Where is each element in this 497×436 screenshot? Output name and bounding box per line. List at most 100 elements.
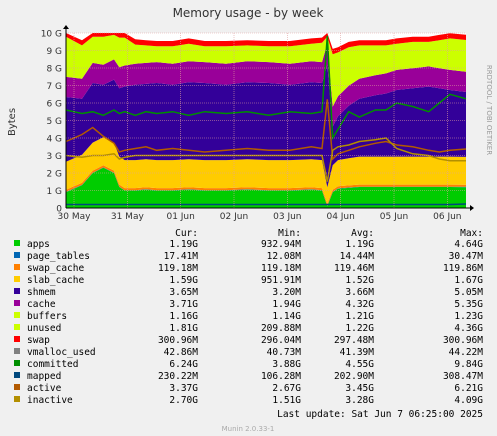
legend-value-avg: 14.44M <box>340 251 375 262</box>
legend-swatch-mapped <box>14 372 20 378</box>
y-axis-arrow <box>63 25 69 29</box>
legend-value-min: 12.08M <box>267 251 302 262</box>
legend-value-avg: 4.32G <box>345 299 374 310</box>
legend-value-cur: 1.59G <box>169 275 198 286</box>
legend-swatch-cache <box>14 300 20 306</box>
legend-value-cur: 3.37G <box>169 383 198 394</box>
legend-value-min: 932.94M <box>261 239 301 250</box>
legend-swatch-shmem <box>14 288 20 294</box>
legend-header: Min: <box>278 228 301 239</box>
legend-value-cur: 42.86M <box>164 347 199 358</box>
legend-value-cur: 119.18M <box>158 263 198 274</box>
legend-value-avg: 41.39M <box>340 347 375 358</box>
line-active <box>65 99 467 161</box>
legend-header: Avg: <box>351 228 374 239</box>
legend-value-min: 119.18M <box>261 263 301 274</box>
y-tick-label: 1 G <box>46 187 62 197</box>
legend-value-min: 1.51G <box>272 395 301 406</box>
legend-value-cur: 6.24G <box>169 359 198 370</box>
legend-name: swap <box>27 335 50 346</box>
legend-swatch-slab_cache <box>14 276 20 282</box>
y-tick-label: 0 <box>56 205 62 215</box>
legend-swatch-active <box>14 384 20 390</box>
area-cache <box>66 64 466 188</box>
legend-swatch-buffers <box>14 312 20 318</box>
legend-value-max: 308.47M <box>443 371 483 382</box>
area-buffers <box>66 43 466 127</box>
area-apps <box>66 167 466 208</box>
legend-value-min: 3.88G <box>272 359 301 370</box>
legend-value-min: 2.67G <box>272 383 301 394</box>
legend-value-avg: 4.55G <box>345 359 374 370</box>
y-tick-label: 6 G <box>46 100 62 110</box>
legend-value-max: 44.22M <box>449 347 484 358</box>
y-axis: 0 1 G 2 G 3 G 4 G 5 G 6 G 7 G 8 G 9 G 10 G <box>41 30 63 215</box>
y-tick-label: 8 G <box>46 65 62 75</box>
x-tick-label: 01 Jun <box>166 212 194 222</box>
legend-table: Cur: Min: Avg: Max: apps 1.19G 932.94M 1.19G 4.6… <box>14 228 483 406</box>
legend-value-max: 6.21G <box>454 383 483 394</box>
legend-value-avg: 3.28G <box>345 395 374 406</box>
x-tick-label: 05 Jun <box>380 212 408 222</box>
legend-value-max: 4.36G <box>454 323 483 334</box>
x-axis-arrow <box>470 205 474 211</box>
x-tick-label: 04 Jun <box>326 212 354 222</box>
legend-value-cur: 300.96M <box>158 335 198 346</box>
legend-value-min: 296.04M <box>261 335 301 346</box>
line-mapped <box>66 203 467 206</box>
legend-header: Max: <box>460 228 483 239</box>
legend-value-cur: 3.65M <box>169 287 198 298</box>
legend-name: cache <box>27 299 56 310</box>
legend-name: page_tables <box>27 251 90 262</box>
legend-value-max: 5.35G <box>454 299 483 310</box>
legend-value-cur: 230.22M <box>158 371 198 382</box>
legend-name: shmem <box>27 287 56 298</box>
chart-title: Memory usage - by week <box>173 6 324 20</box>
area-page_tables <box>66 167 466 207</box>
legend-value-min: 1.94G <box>272 299 301 310</box>
y-tick-label: 3 G <box>46 152 62 162</box>
rrdtool-credit: RRDTOOL / TOBI OETIKER <box>485 65 493 155</box>
y-tick-label: 4 G <box>46 135 62 145</box>
legend-value-max: 119.86M <box>443 263 483 274</box>
line-committed <box>65 35 467 141</box>
legend-value-avg: 297.48M <box>334 335 374 346</box>
legend-value-max: 4.64G <box>454 239 483 250</box>
legend-name: apps <box>27 239 50 250</box>
legend-value-max: 5.05M <box>454 287 483 298</box>
legend-value-avg: 1.21G <box>345 311 374 322</box>
legend-value-min: 1.14G <box>272 311 301 322</box>
last-update: Last update: Sat Jun 7 06:25:00 2025 <box>277 409 483 420</box>
series-lines <box>65 35 467 206</box>
legend-value-cur: 17.41M <box>164 251 199 262</box>
x-tick-label: 31 May <box>111 212 145 222</box>
legend-value-cur: 1.16G <box>169 311 198 322</box>
legend-value-min: 951.91M <box>261 275 301 286</box>
legend-header: Cur: <box>175 228 198 239</box>
legend-swatch-apps <box>14 240 20 246</box>
legend-value-avg: 3.66M <box>345 287 374 298</box>
legend-name: active <box>27 383 62 394</box>
legend-swatch-unused <box>14 324 20 330</box>
y-axis-label: Bytes <box>7 108 18 136</box>
legend-swatch-swap <box>14 336 20 342</box>
legend-swatch-page_tables <box>14 252 20 258</box>
legend-value-avg: 1.19G <box>345 239 374 250</box>
legend-name: committed <box>27 359 78 370</box>
y-tick-label: 10 G <box>41 30 62 40</box>
legend-value-max: 4.09G <box>454 395 483 406</box>
legend-value-max: 1.23G <box>454 311 483 322</box>
footer-version: Munin 2.0.33-1 <box>222 425 275 433</box>
legend-name: mapped <box>27 371 61 382</box>
legend-swatch-swap_cache <box>14 264 20 270</box>
x-tick-label: 30 May <box>58 212 92 222</box>
legend-value-cur: 1.19G <box>169 239 198 250</box>
legend-name: swap_cache <box>27 263 84 274</box>
y-tick-label: 9 G <box>46 47 62 57</box>
area-swap_cache <box>66 165 466 206</box>
legend-value-cur: 1.81G <box>169 323 198 334</box>
legend-value-avg: 202.90M <box>334 371 374 382</box>
legend-name: vmalloc_used <box>27 347 96 358</box>
legend-value-min: 209.88M <box>261 323 301 334</box>
x-tick-label: 06 Jun <box>433 212 461 222</box>
